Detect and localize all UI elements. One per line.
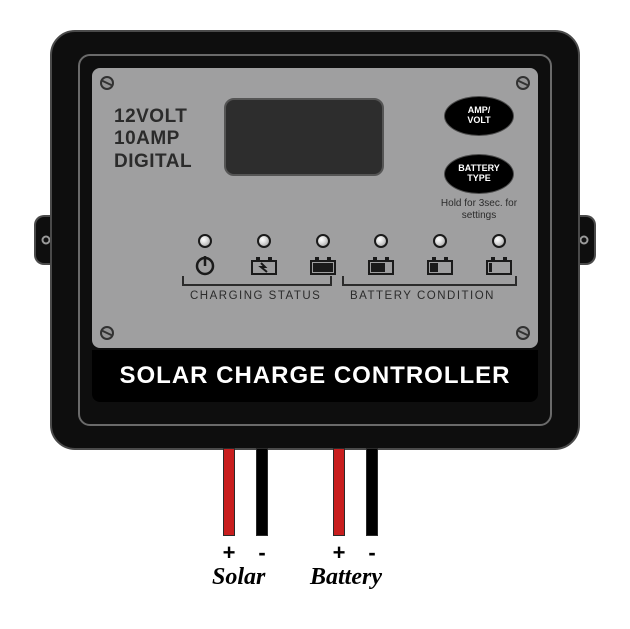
spec-line1: 12VOLT (114, 106, 192, 128)
led-charging (243, 234, 285, 273)
led-icon-power (189, 253, 221, 273)
mount-hole-right (580, 236, 589, 245)
battery-label: Battery (310, 564, 382, 591)
battery-pos-symbol: + (329, 540, 349, 566)
battery-med-icon (424, 253, 456, 277)
power-icon (189, 253, 221, 277)
face-plate: 12VOLT 10AMP DIGITAL AMP/ VOLT BATTERY T… (92, 68, 538, 348)
title-text: SOLAR CHARGE CONTROLLER (120, 362, 511, 390)
solar-neg-wire (256, 448, 268, 536)
charging-bracket (182, 278, 332, 286)
spec-line3: DIGITAL (114, 151, 192, 173)
led-power (184, 234, 226, 273)
led-indicator-power (198, 234, 212, 248)
led-icon-med (424, 253, 456, 273)
battery-pos-wire (333, 448, 345, 536)
battery-condition-label: BATTERY CONDITION (350, 290, 495, 302)
screw-icon (516, 76, 530, 90)
spec-line2: 10AMP (114, 128, 192, 150)
battery-high-icon (365, 253, 397, 277)
led-icon-low (483, 253, 515, 273)
amp-volt-button[interactable]: AMP/ VOLT (444, 96, 514, 136)
spec-text: 12VOLT 10AMP DIGITAL (114, 106, 192, 173)
charging-status-label: CHARGING STATUS (190, 290, 321, 302)
led-low (478, 234, 520, 273)
led-indicator-charging (257, 234, 271, 248)
screw-icon (100, 326, 114, 340)
led-indicator-full (316, 234, 330, 248)
led-med (419, 234, 461, 273)
led-row (184, 234, 520, 273)
lcd-display (224, 98, 384, 176)
led-full (302, 234, 344, 273)
battery-type-hint: Hold for 3sec. for settings (434, 198, 524, 221)
amp-volt-label: AMP/ VOLT (467, 106, 490, 126)
solar-pos-wire (223, 448, 235, 536)
battery-full-icon (307, 253, 339, 277)
led-icon-charging (248, 253, 280, 273)
battery-type-button[interactable]: BATTERY TYPE (444, 154, 514, 194)
battery-low-icon (483, 253, 515, 277)
battery-bracket (342, 278, 517, 286)
led-indicator-med (433, 234, 447, 248)
battery-neg-wire (366, 448, 378, 536)
screw-icon (100, 76, 114, 90)
screw-icon (516, 326, 530, 340)
battery-type-label: BATTERY TYPE (458, 164, 500, 184)
solar-neg-symbol: - (252, 540, 272, 566)
led-indicator-low (492, 234, 506, 248)
led-indicator-high (374, 234, 388, 248)
solar-label: Solar (212, 564, 265, 591)
solar-pos-symbol: + (219, 540, 239, 566)
title-bar: SOLAR CHARGE CONTROLLER (92, 350, 538, 402)
device: 12VOLT 10AMP DIGITAL AMP/ VOLT BATTERY T… (50, 30, 580, 450)
battery-neg-symbol: - (362, 540, 382, 566)
led-icon-full (307, 253, 339, 273)
led-icon-high (365, 253, 397, 273)
led-high (360, 234, 402, 273)
battery-charge-icon (248, 253, 280, 277)
